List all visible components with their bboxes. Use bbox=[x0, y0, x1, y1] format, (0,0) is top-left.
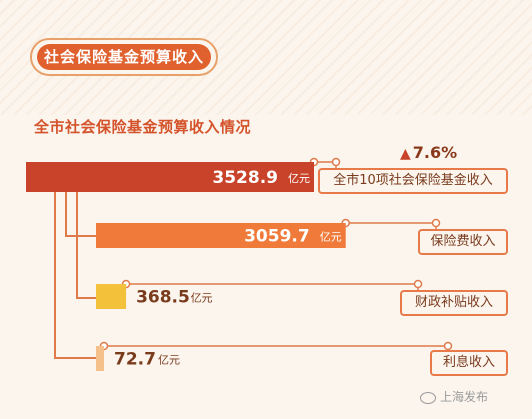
bar-1 bbox=[96, 223, 346, 248]
value-label-3: 72.7 bbox=[114, 350, 156, 370]
leader-dot-end-3 bbox=[443, 341, 453, 351]
up-arrow-icon: ▲ bbox=[400, 146, 411, 162]
value-label-2: 368.5 bbox=[136, 288, 190, 308]
value-unit-3: 亿元 bbox=[158, 354, 180, 367]
growth-value: 7.6% bbox=[412, 143, 458, 162]
wechat-icon bbox=[420, 391, 436, 404]
category-label-interest: 利息收入 bbox=[430, 350, 508, 376]
leader-dot-end-2 bbox=[413, 279, 423, 289]
value-unit-1: 亿元 bbox=[320, 231, 342, 244]
watermark-text: 上海发布 bbox=[440, 390, 489, 404]
section-badge: 社会保险基金预算收入 bbox=[30, 38, 218, 76]
connector-subsidy bbox=[76, 192, 96, 299]
bar-3 bbox=[96, 346, 104, 371]
category-label-insurance: 保险费收入 bbox=[418, 229, 508, 255]
category-label-total: 全市10项社会保险基金收入 bbox=[318, 168, 508, 194]
value-unit-2: 亿元 bbox=[191, 292, 213, 305]
value-label-1: 3059.7 bbox=[244, 227, 310, 247]
value-unit-0: 亿元 bbox=[288, 172, 310, 185]
watermark: 上海发布 bbox=[420, 388, 488, 405]
connector-insurance bbox=[65, 192, 96, 237]
leader-dot-end-1 bbox=[431, 218, 441, 228]
bar-0 bbox=[26, 162, 314, 192]
bar-2 bbox=[96, 284, 127, 309]
leader-dot-end-0 bbox=[331, 157, 341, 167]
chart-subtitle: 全市社会保险基金预算收入情况 bbox=[34, 118, 252, 136]
category-label-subsidy: 财政补贴收入 bbox=[400, 290, 508, 316]
badge-title: 社会保险基金预算收入 bbox=[37, 44, 211, 70]
growth-annotation: ▲ 7.6% bbox=[400, 143, 457, 162]
connector-interest bbox=[54, 192, 96, 359]
value-label-0: 3528.9 bbox=[212, 168, 278, 188]
